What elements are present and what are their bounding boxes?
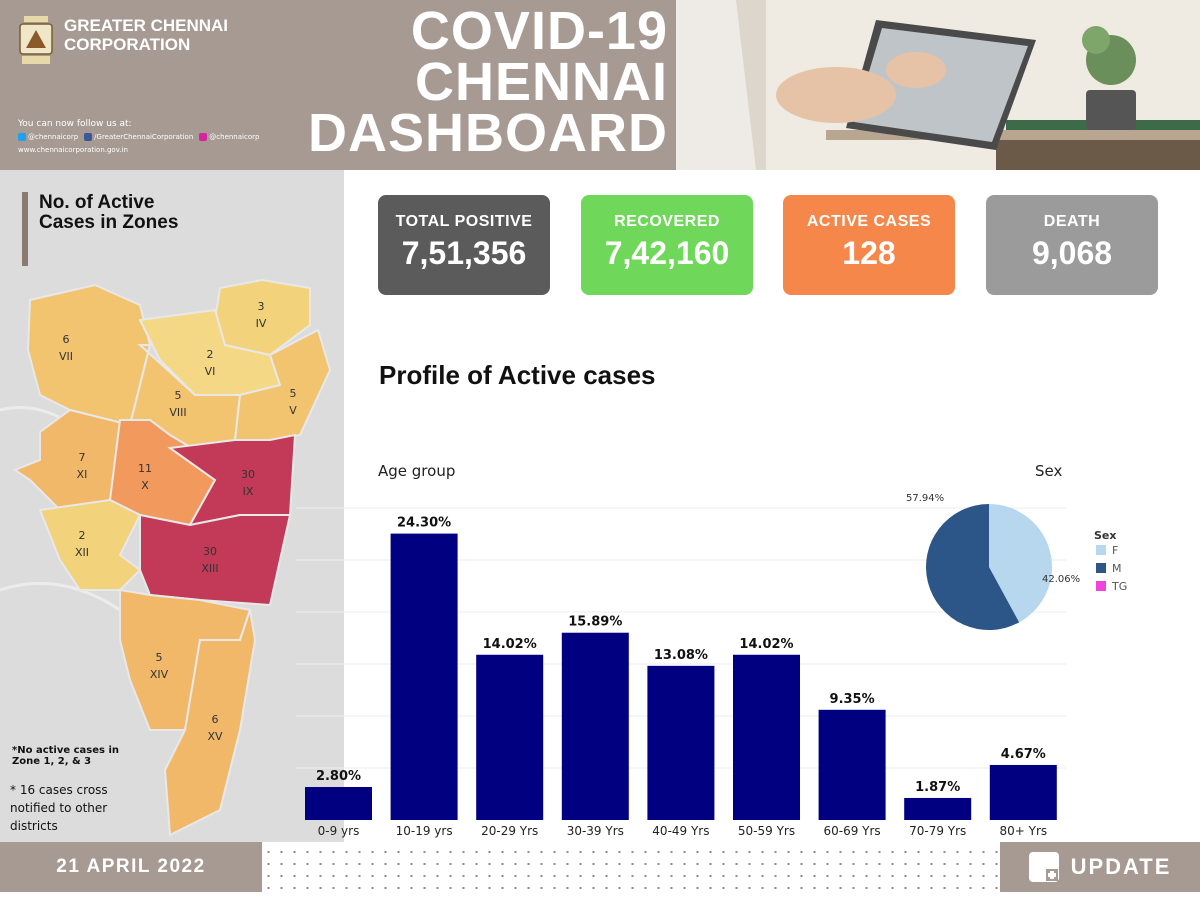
bar-value-label: 9.35% — [830, 692, 875, 707]
zone-label-xi: 7 XI — [76, 451, 88, 481]
category-tick-label: 50-59 Yrs — [738, 824, 795, 838]
update-badge: UPDATE — [1000, 842, 1200, 892]
category-tick-label: 20-29 Yrs — [481, 824, 538, 838]
recovered-value: 7,42,160 — [604, 235, 730, 271]
total-positive-label: TOTAL POSITIVE — [395, 213, 533, 230]
website-link[interactable]: www.chennaicorporation.gov.in — [18, 146, 128, 154]
pie-label-f: 42.06% — [1042, 574, 1080, 585]
facebook-icon — [84, 133, 93, 141]
bar-value-label: 13.08% — [654, 648, 708, 663]
twitter-link[interactable]: @chennaicorp — [18, 131, 78, 144]
bar-value-label: 2.80% — [316, 769, 361, 784]
death-label: DEATH — [1043, 213, 1101, 230]
legend-label-m: M — [1112, 562, 1122, 575]
age-group-bar-chart: 2.80% 0-9 yrs 24.30% 10-19 yrs 14.02% 20-29 Y… — [296, 507, 1066, 838]
category-tick-label: 80+ Yrs — [999, 824, 1047, 838]
sex-chart-title: Sex — [1035, 462, 1063, 480]
dot-pattern — [262, 846, 1000, 890]
doctor-tablet-photo — [676, 0, 1200, 170]
bar-value-label: 4.67% — [1001, 747, 1046, 762]
header-photo — [676, 0, 1200, 170]
instagram-icon — [199, 133, 208, 141]
sex-pie-chart: 42.06% 57.94% Sex FM TG — [906, 493, 1127, 630]
follow-text: You can now follow us at: — [18, 119, 132, 129]
zone-xiii — [139, 513, 292, 607]
corporation-emblem-icon — [19, 16, 53, 64]
total-positive-card: TOTAL POSITIVE 7,51,356 — [378, 195, 550, 295]
recovered-label: RECOVERED — [614, 213, 720, 230]
zone-label-vii: 6 VII — [58, 333, 73, 363]
death-value: 9,068 — [1031, 235, 1113, 271]
category-tick-label: 60-69 Yrs — [823, 824, 880, 838]
social-links: You can now follow us at: @chennaicorp /… — [18, 118, 259, 157]
zone-label-x: 11 X — [138, 462, 152, 492]
death-card: DEATH 9,068 — [986, 195, 1158, 295]
age-chart-title: Age group — [378, 462, 456, 480]
active-cases-value: 128 — [842, 235, 896, 271]
legend-swatch-tg — [1096, 581, 1106, 591]
active-cases-label: ACTIVE CASES — [806, 213, 932, 230]
org-name: GREATER CHENNAI CORPORATION — [64, 16, 229, 54]
bar-value-label: 14.02% — [483, 637, 537, 652]
plus-doc-icon — [1028, 852, 1059, 882]
zone-label-iv: 3 IV — [255, 300, 267, 330]
zones-panel-title: No. of Active Cases in Zones — [39, 192, 179, 233]
legend-label-tg: TG — [1111, 580, 1127, 593]
pie-slice-m — [926, 504, 1020, 630]
profile-title: Profile of Active cases — [379, 360, 656, 390]
pie-label-m: 57.94% — [906, 493, 944, 504]
recovered-card: RECOVERED 7,42,160 — [581, 195, 753, 295]
cross-notified-note: * 16 cases cross notified to other distr… — [10, 783, 108, 833]
bar-20-29-yrs — [476, 654, 544, 820]
category-tick-label: 30-39 Yrs — [567, 824, 624, 838]
zone-label-xv: 6 XV — [207, 713, 223, 743]
bar-40-49-yrs — [647, 665, 715, 820]
bar-value-label: 24.30% — [397, 516, 451, 531]
category-tick-label: 40-49 Yrs — [652, 824, 709, 838]
zone-label-ix: 30 IX — [241, 468, 255, 498]
facebook-link[interactable]: /GreaterChennaiCorporation — [84, 131, 193, 144]
bar-value-label: 1.87% — [915, 780, 960, 795]
zone-label-vi: 2 VI — [204, 348, 216, 378]
bar-80+-yrs — [989, 764, 1057, 820]
dashboard-title: COVID-19 CHENNAI DASHBOARD — [308, 1, 668, 163]
legend-swatch-f — [1096, 545, 1106, 555]
update-label: UPDATE — [1070, 854, 1172, 879]
instagram-link[interactable]: @chennaicorp — [199, 131, 259, 144]
bar-10-19-yrs — [390, 533, 458, 820]
legend-swatch-m — [1096, 563, 1106, 573]
bar-30-39-yrs — [561, 632, 629, 820]
header-banner: GREATER CHENNAI CORPORATION You can now … — [0, 0, 1200, 170]
bar-value-label: 15.89% — [568, 615, 622, 630]
pie-slice-f — [989, 504, 1052, 623]
bar-0-9-yrs — [305, 787, 372, 820]
legend-label-f: F — [1112, 544, 1118, 557]
update-date: 21 APRIL 2022 — [0, 842, 262, 892]
panel-title-bar — [22, 192, 28, 266]
zone-label-xii: 2 XII — [74, 529, 90, 559]
zones-map-panel — [0, 170, 344, 842]
total-positive-value: 7,51,356 — [401, 235, 527, 271]
pie-legend-title: Sex — [1094, 529, 1116, 542]
category-tick-label: 70-79 Yrs — [909, 824, 966, 838]
bar-50-59-yrs — [733, 654, 800, 820]
no-active-note: *No active cases in Zone 1, 2, & 3 — [12, 745, 120, 767]
bar-value-label: 14.02% — [739, 637, 793, 652]
bar-70-79-yrs — [904, 797, 972, 820]
category-tick-label: 10-19 yrs — [396, 824, 453, 838]
social-row: @chennaicorp /GreaterChennaiCorporation … — [18, 131, 259, 144]
zone-label-xiii: 30 XIII — [201, 545, 219, 575]
zone-xv — [163, 609, 257, 837]
active-cases-card: ACTIVE CASES 128 — [783, 195, 955, 295]
twitter-icon — [18, 133, 26, 141]
zone-label-xiv: 5 XIV — [149, 651, 169, 681]
category-tick-label: 0-9 yrs — [318, 824, 360, 838]
chennai-zone-map — [0, 170, 344, 842]
bar-60-69-yrs — [818, 709, 886, 820]
zone-label-viii: 5 VIII — [169, 389, 187, 419]
